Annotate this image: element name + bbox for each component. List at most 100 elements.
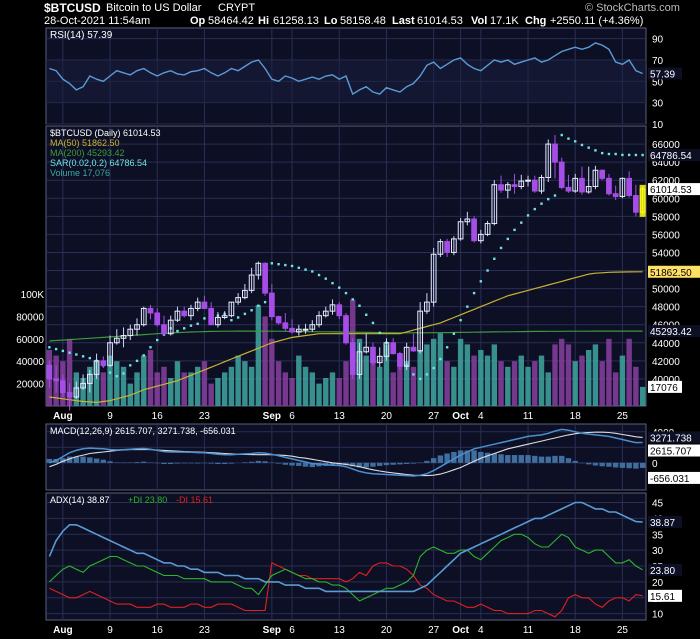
macd-hist-bar — [309, 462, 315, 468]
volume-bar — [248, 366, 255, 406]
volume-bar — [80, 378, 86, 406]
volume-bar — [289, 378, 295, 406]
candle-body — [201, 301, 208, 309]
candle — [242, 284, 248, 300]
candle — [66, 383, 73, 411]
candle — [275, 315, 282, 325]
volume-bar — [532, 361, 538, 406]
sar-dot — [68, 351, 71, 354]
macd-hist-bar — [457, 450, 464, 463]
adx-x-tick: 4 — [478, 625, 484, 636]
volume-bar — [559, 338, 565, 406]
candle-body — [572, 177, 579, 192]
macd-hist-bar — [242, 462, 248, 463]
candle-body — [316, 315, 322, 326]
candle-body — [376, 355, 383, 364]
volume-bar — [639, 386, 646, 406]
minus-di-last-label: 15.61 — [650, 592, 675, 603]
minus-di-last-label-box — [648, 589, 682, 602]
plus-di-line — [49, 533, 643, 602]
volume-bar — [370, 361, 376, 406]
sar-dot — [277, 262, 280, 266]
volume-bar — [592, 344, 599, 406]
rsi-y-tick: 90 — [652, 35, 664, 46]
source-watermark: © StockCharts.com — [585, 2, 680, 14]
volume-bar — [626, 338, 632, 406]
sar-dot — [176, 329, 179, 333]
candle — [181, 306, 188, 318]
last-label: Last — [392, 15, 415, 27]
sar-dot — [48, 346, 51, 349]
plus-di-last-label: 23.80 — [650, 566, 675, 577]
candle-body — [626, 177, 633, 197]
adx-y-tick: 35 — [652, 530, 664, 541]
volume-bar — [471, 355, 477, 406]
price-x-tick: Sep — [263, 411, 281, 422]
volume-bar — [188, 372, 194, 406]
macd-line — [49, 428, 643, 477]
macd-hist-bar — [296, 462, 302, 466]
macd-hist-bar — [107, 461, 113, 463]
sar-dot — [149, 346, 152, 349]
candle-body — [215, 316, 221, 326]
volume-bar — [201, 361, 208, 406]
macd-hist-bar — [363, 462, 369, 468]
volume-bar — [565, 344, 572, 406]
price-legend-1: MA(50) 51862.50 — [50, 138, 120, 148]
macd-hist-bar — [80, 456, 86, 463]
candle — [255, 261, 262, 280]
macd-hist-bar — [430, 458, 437, 463]
sar-dot — [553, 194, 557, 197]
macd-hist-bar — [491, 453, 498, 463]
macd-legend: MACD(12,26,9) 2615.707, 3271.738, -656.0… — [50, 426, 236, 436]
price-x-tick: 6 — [289, 411, 295, 422]
volume-bar — [228, 366, 235, 406]
volume-bar — [262, 316, 268, 406]
macd-hist-bar — [350, 462, 356, 467]
volume-bar — [114, 361, 120, 406]
rsi-last-label-box — [648, 67, 682, 80]
volume-bar — [383, 344, 390, 406]
vol-label: Vol — [471, 15, 488, 27]
candle — [235, 293, 241, 305]
adx-x-tick: 11 — [523, 625, 534, 636]
volume-last-label-box — [648, 380, 682, 393]
plus-di-legend: +DI 23.80 — [128, 495, 167, 505]
candle-body — [363, 346, 370, 353]
candle — [552, 135, 558, 179]
candle — [376, 347, 383, 368]
volume-bar — [518, 355, 524, 406]
candle-body — [329, 304, 336, 312]
sar-dot — [61, 349, 65, 353]
candle — [383, 338, 390, 361]
candle — [215, 312, 221, 328]
op-value: 58464.42 — [208, 15, 254, 27]
candle-body — [53, 378, 59, 382]
candle — [457, 218, 464, 241]
volume-bar — [275, 361, 282, 406]
candle-body — [242, 289, 248, 299]
price-y-tick: 48000 — [652, 303, 680, 314]
sar-dot — [257, 304, 260, 307]
sar-dot — [324, 277, 327, 280]
sar-dot — [439, 357, 442, 361]
volume-bar — [181, 372, 187, 406]
macd-hist-bar — [505, 455, 511, 463]
volume-bar — [215, 378, 221, 406]
candle-body — [228, 301, 235, 317]
sar-dot — [75, 353, 78, 356]
sar-dot — [156, 338, 159, 342]
macd-hist-bar — [599, 462, 605, 467]
adx-y-tick: 20 — [652, 578, 664, 589]
volume-bar — [93, 361, 100, 406]
sar-dot — [574, 140, 577, 143]
adx-y-tick: 45 — [652, 499, 664, 510]
candle-body — [451, 238, 457, 253]
price-legend-0: $BTCUSD (Daily) 61014.53 — [50, 128, 161, 138]
macd-hist-bar — [174, 462, 181, 464]
op-label: Op — [190, 15, 206, 27]
candle — [329, 299, 336, 315]
adx-x-tick: 25 — [617, 625, 629, 636]
candle — [201, 295, 208, 309]
sar-dot — [88, 356, 92, 360]
